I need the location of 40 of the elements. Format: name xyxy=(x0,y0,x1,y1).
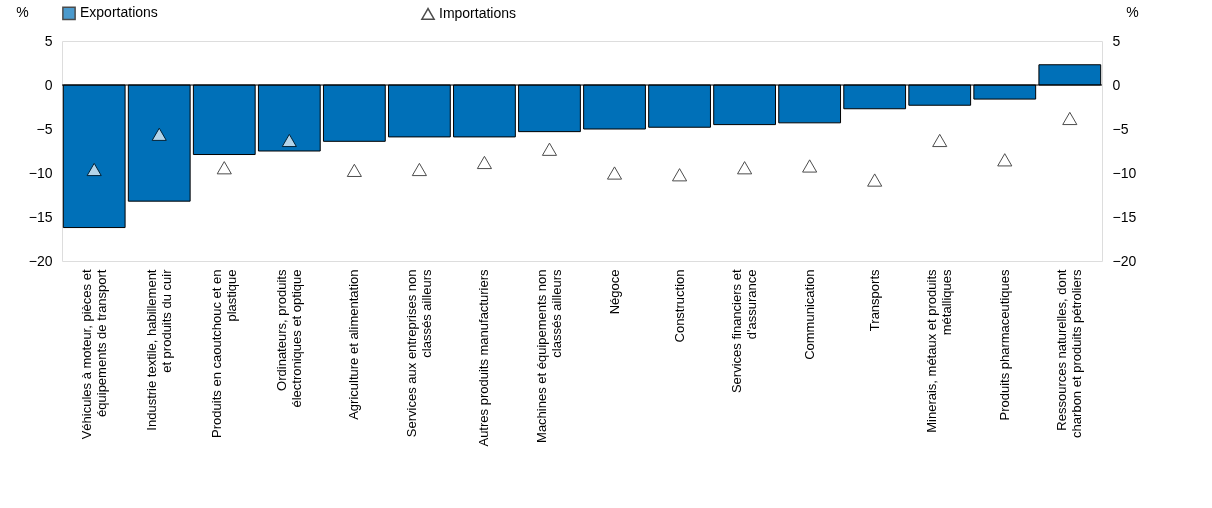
y2-tick-label: −10 xyxy=(1112,164,1137,181)
y-axis-title: % xyxy=(16,3,29,20)
x-tick-label: Machines et équipements non classés ailleurs xyxy=(533,269,564,443)
legend-label: Exportations xyxy=(80,4,158,21)
x-tick-label: Services aux entreprises non classés ailleurs xyxy=(403,269,434,438)
point xyxy=(281,133,297,148)
y2-tick-label: −20 xyxy=(1112,252,1137,269)
y2-tick-label: 5 xyxy=(1112,32,1121,49)
point xyxy=(997,153,1013,167)
x-tick-label: Minerais, métaux et produits métalliques xyxy=(924,269,955,433)
x-tick-label: Construction xyxy=(671,269,687,343)
point xyxy=(86,162,102,177)
point xyxy=(1062,111,1078,126)
y-tick-label: −20 xyxy=(28,252,53,269)
point xyxy=(151,127,167,141)
x-tick-label: Négoce xyxy=(606,269,622,315)
point xyxy=(932,133,948,148)
x-tick-label: Services financiers et d'assurance xyxy=(729,269,760,394)
point xyxy=(867,173,883,187)
x-tick-label: Autres produits manufacturiers xyxy=(476,269,492,447)
point xyxy=(411,162,427,177)
y2-tick-label: −5 xyxy=(1112,120,1129,137)
point xyxy=(737,161,753,175)
y2-axis-title: % xyxy=(1126,3,1139,20)
x-tick-label: Transports xyxy=(866,269,882,332)
y-tick-label: −10 xyxy=(28,164,53,181)
x-tick-label: Produits pharmaceutiques xyxy=(996,269,1012,421)
legend-label: Importations xyxy=(439,4,517,21)
y-tick-label: −5 xyxy=(36,120,53,137)
y-tick-label: 5 xyxy=(44,32,53,49)
x-tick-label: Véhicules à moteur, pièces et équipements de transport xyxy=(78,269,109,440)
point xyxy=(671,168,688,182)
x-tick-label: Agriculture et alimentation xyxy=(346,269,362,420)
y2-tick-label: 0 xyxy=(1112,76,1121,93)
y2-tick-label: −15 xyxy=(1112,208,1137,225)
y-tick-label: 0 xyxy=(44,76,53,93)
y-tick-label: −15 xyxy=(28,208,53,225)
point xyxy=(216,161,232,175)
point xyxy=(476,155,493,170)
x-tick-label: Communication xyxy=(801,269,817,360)
